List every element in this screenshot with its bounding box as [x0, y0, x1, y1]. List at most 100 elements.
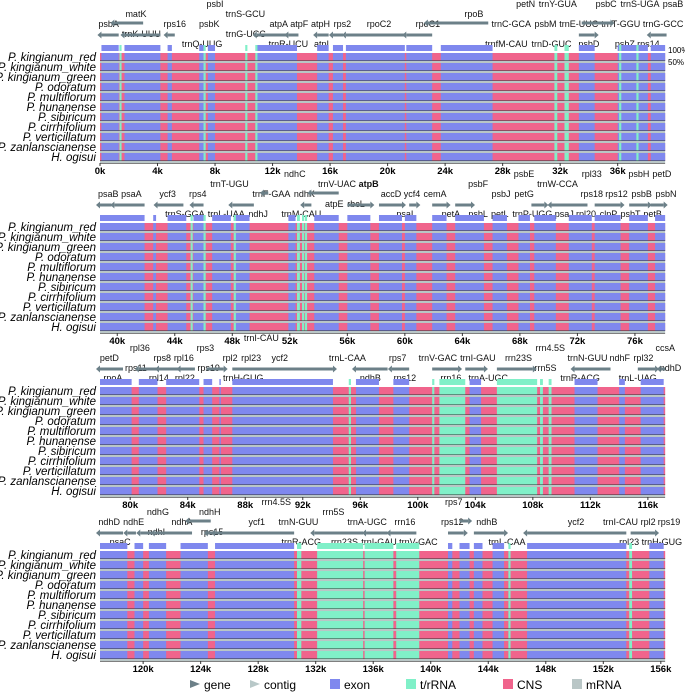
exon-region — [469, 447, 482, 455]
exon-region — [256, 103, 298, 111]
exon-region — [100, 387, 132, 395]
rna-region — [255, 53, 258, 61]
exon-region — [492, 561, 505, 569]
exon-region — [288, 253, 296, 261]
cns-region — [100, 457, 666, 465]
exon-region — [568, 243, 592, 251]
gene-label: ndhA — [171, 517, 192, 527]
rna-region — [396, 631, 420, 639]
exon-block — [167, 45, 172, 51]
exon-region — [153, 243, 157, 251]
exon-block — [256, 45, 298, 51]
rna-region — [439, 487, 466, 495]
exon-region — [193, 283, 204, 291]
exon-region — [432, 233, 447, 241]
mrna-swatch — [572, 679, 582, 689]
exon-region — [167, 93, 172, 101]
exon-region — [492, 223, 507, 231]
gene-label: petL — [491, 209, 509, 219]
exon-region — [594, 233, 621, 241]
rna-region — [348, 467, 351, 475]
exon-block — [447, 543, 453, 549]
exon-block — [219, 379, 221, 385]
rna-region — [245, 83, 248, 91]
exon-region — [518, 233, 530, 241]
exon-region — [432, 263, 447, 271]
rna-region — [203, 93, 206, 101]
exon-region — [233, 263, 250, 271]
exon-region — [134, 591, 144, 599]
exon-region — [393, 397, 410, 405]
alignment-row — [100, 397, 666, 407]
rna-region — [548, 427, 552, 435]
exon-region — [655, 313, 666, 321]
rna-region — [540, 397, 543, 405]
rna-region — [317, 571, 364, 579]
rna-region — [190, 243, 193, 251]
exon-region — [203, 477, 213, 485]
exon-region — [345, 93, 405, 101]
exon-block — [378, 215, 402, 221]
gene-label: psbF — [468, 179, 489, 189]
rna-region — [233, 293, 236, 301]
rna-region — [233, 263, 236, 271]
exon-region — [629, 303, 648, 311]
rna-region — [396, 621, 420, 629]
exon-region — [404, 303, 417, 311]
exon-region — [406, 133, 433, 141]
gene-label: psbD — [578, 39, 600, 49]
rna-region — [496, 437, 538, 445]
gene-arrow — [163, 31, 175, 39]
alignment-row — [100, 571, 666, 581]
rna-region — [190, 253, 193, 261]
exon-region — [393, 467, 410, 475]
exon-region — [167, 243, 187, 251]
rna-region — [233, 313, 236, 321]
exon-region — [629, 263, 648, 271]
alignment-row — [100, 303, 666, 313]
rna-region — [564, 153, 569, 161]
gene-label: psaA — [121, 189, 142, 199]
gene-arrow — [252, 31, 287, 39]
exon-region — [406, 63, 433, 71]
exon-region — [393, 477, 410, 485]
gene-label: petA — [442, 209, 461, 219]
exon-region — [347, 313, 371, 321]
gene-label: trnW-CCA — [537, 179, 578, 189]
exon-region — [166, 477, 200, 485]
exon-region — [406, 93, 433, 101]
rna-region — [245, 133, 248, 141]
exon-region — [455, 263, 484, 271]
exon-block — [207, 45, 216, 51]
exon-region — [124, 123, 161, 131]
exon-block — [332, 45, 344, 51]
rna-region — [508, 621, 511, 629]
cns-swatch — [503, 679, 513, 689]
rna-region — [317, 611, 364, 619]
rna-region — [439, 477, 466, 485]
rna-region — [190, 283, 193, 291]
alignment-row — [100, 457, 666, 467]
exon-region — [459, 571, 470, 579]
cns-region — [100, 397, 666, 405]
exon-region — [134, 651, 144, 659]
exon-region — [332, 143, 344, 151]
exon-block — [594, 215, 621, 221]
alignment-row — [100, 83, 666, 93]
exon-region — [124, 103, 161, 111]
exon-region — [594, 253, 621, 261]
exon-region — [432, 243, 447, 251]
exon-region — [317, 93, 329, 101]
exon-region — [212, 233, 231, 241]
alignment-row — [100, 293, 666, 303]
exon-region — [432, 323, 447, 331]
rna-region — [554, 73, 558, 81]
panel-1: matKpsbAtrnK-UUUrps16trnS-GCUpsbIpsbKtrn… — [0, 0, 685, 177]
exon-region — [527, 561, 627, 569]
exon-region — [203, 457, 213, 465]
exon-region — [492, 233, 507, 241]
exon-region — [534, 233, 556, 241]
cns-region — [100, 437, 666, 445]
species-label: P. hunanense — [27, 436, 97, 448]
rna-region — [540, 437, 543, 445]
